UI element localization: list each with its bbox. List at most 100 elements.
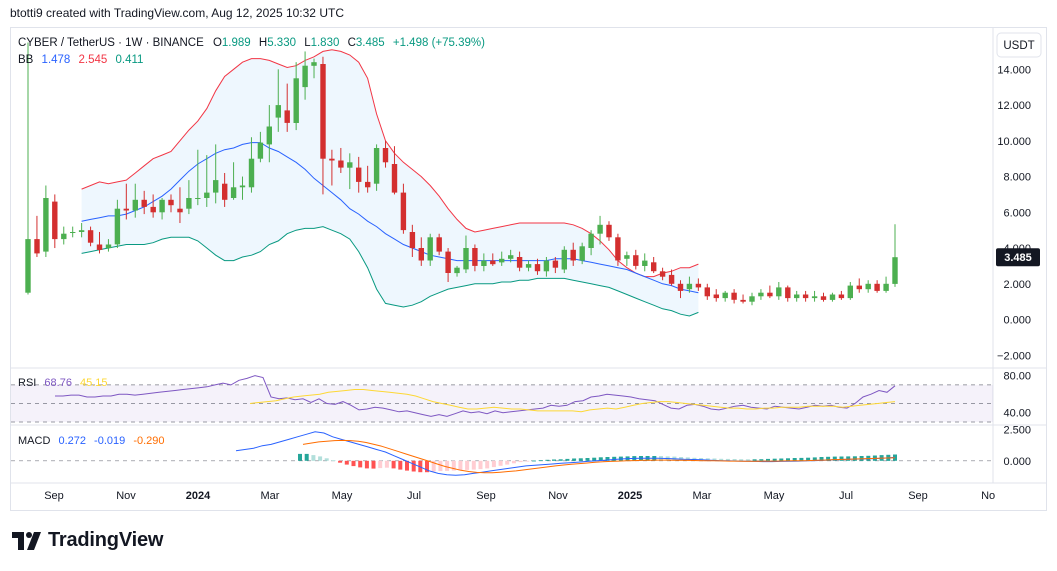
candle[interactable] (552, 256, 559, 274)
price-axis[interactable]: −2.0000.0002.0004.0006.0008.00010.00012.… (996, 64, 1040, 362)
candle[interactable] (651, 256, 657, 274)
candle[interactable] (409, 224, 416, 257)
candle[interactable] (302, 51, 308, 100)
candle[interactable] (78, 223, 85, 238)
candle[interactable] (499, 251, 505, 266)
candle[interactable] (820, 292, 827, 302)
candle[interactable] (34, 215, 40, 257)
candle[interactable] (686, 276, 693, 293)
candle[interactable] (490, 253, 496, 266)
candle[interactable] (311, 58, 317, 79)
candle[interactable] (659, 267, 666, 281)
candle[interactable] (159, 198, 165, 220)
candle[interactable] (838, 290, 845, 300)
currency-button[interactable]: USDT (996, 32, 1042, 58)
candle[interactable] (615, 233, 621, 266)
candle[interactable] (695, 278, 702, 291)
candle[interactable] (293, 62, 299, 131)
candle[interactable] (767, 285, 773, 299)
candle[interactable] (400, 183, 407, 234)
macd-pane[interactable]: 2.500 0.000 (11, 424, 1031, 476)
candle[interactable] (633, 249, 639, 270)
candle[interactable] (677, 280, 684, 299)
candle[interactable] (794, 290, 800, 302)
candle[interactable] (597, 215, 603, 245)
candle[interactable] (373, 144, 380, 191)
candle[interactable] (802, 290, 809, 302)
candle[interactable] (222, 172, 228, 207)
candle[interactable] (436, 233, 442, 256)
candle[interactable] (418, 237, 424, 266)
candle[interactable] (892, 224, 898, 287)
candle[interactable] (713, 289, 719, 302)
candle[interactable] (177, 187, 183, 224)
candle[interactable] (847, 282, 853, 300)
candle[interactable] (561, 246, 567, 274)
candle[interactable] (25, 42, 31, 295)
candle[interactable] (52, 194, 58, 249)
candle[interactable] (213, 144, 219, 204)
candle[interactable] (525, 260, 532, 272)
time-axis[interactable]: Sep Nov 2024 Mar May Jul Sep Nov 2025 Mar May Jul Se… (44, 490, 995, 502)
candle[interactable] (606, 221, 612, 241)
candle[interactable] (105, 239, 112, 252)
candle[interactable] (365, 165, 371, 193)
candle[interactable] (382, 140, 389, 168)
candle[interactable] (186, 180, 192, 215)
candle[interactable] (749, 292, 755, 306)
candle[interactable] (463, 235, 469, 274)
candle[interactable] (168, 194, 174, 213)
candle[interactable] (642, 253, 648, 272)
candle[interactable] (427, 233, 433, 266)
candle[interactable] (257, 131, 264, 163)
candle[interactable] (248, 137, 255, 193)
candle[interactable] (731, 289, 737, 304)
candle[interactable] (391, 146, 398, 195)
candle[interactable] (445, 248, 451, 282)
candle[interactable] (579, 242, 585, 265)
candle[interactable] (266, 105, 272, 163)
currency-button-label[interactable]: USDT (1003, 40, 1034, 52)
candle[interactable] (874, 280, 880, 293)
candle[interactable] (624, 251, 630, 266)
candle[interactable] (61, 226, 67, 245)
candles[interactable] (25, 42, 898, 306)
candle[interactable] (865, 280, 871, 293)
candle[interactable] (329, 149, 335, 186)
candle[interactable] (472, 244, 478, 272)
candle[interactable] (704, 283, 710, 300)
candle[interactable] (239, 176, 246, 200)
candle[interactable] (43, 185, 49, 257)
candle[interactable] (132, 183, 138, 218)
candle[interactable] (740, 294, 746, 304)
candle[interactable] (856, 278, 862, 293)
candle[interactable] (668, 269, 675, 286)
candle[interactable] (70, 226, 76, 238)
candle[interactable] (338, 147, 344, 173)
candle[interactable] (114, 199, 121, 249)
candle[interactable] (204, 155, 210, 207)
candle[interactable] (275, 69, 281, 132)
candle[interactable] (347, 153, 353, 190)
candle[interactable] (811, 290, 818, 302)
candle[interactable] (320, 56, 326, 195)
candle[interactable] (96, 231, 103, 254)
candle[interactable] (508, 249, 514, 263)
candle[interactable] (481, 253, 487, 272)
candle[interactable] (141, 190, 147, 215)
candle[interactable] (534, 258, 541, 275)
candle[interactable] (123, 183, 129, 220)
candle[interactable] (543, 256, 550, 277)
candle[interactable] (284, 83, 290, 132)
candle[interactable] (829, 292, 836, 302)
candle[interactable] (785, 285, 791, 302)
candle[interactable] (356, 156, 362, 193)
candle[interactable] (516, 251, 523, 272)
candle[interactable] (87, 226, 94, 247)
candle[interactable] (758, 289, 764, 300)
candle[interactable] (195, 149, 201, 206)
candle[interactable] (570, 242, 576, 266)
candle[interactable] (150, 194, 156, 218)
candle[interactable] (883, 276, 889, 293)
candle[interactable] (776, 282, 782, 300)
